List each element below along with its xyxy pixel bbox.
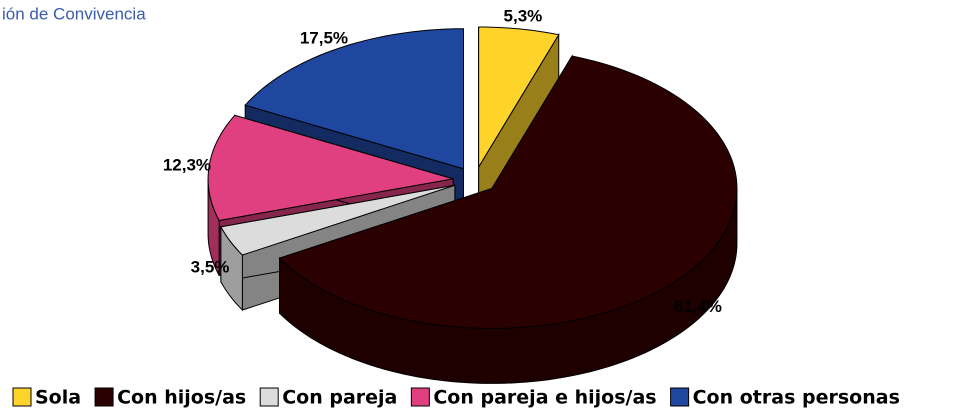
legend-swatch: [670, 387, 690, 407]
data-label: 61,4%: [674, 297, 722, 316]
slice: [220, 184, 455, 256]
legend-swatch: [410, 387, 430, 407]
legend-label: Sola: [35, 387, 81, 409]
slice: [207, 114, 454, 222]
slice: [478, 26, 560, 169]
data-label: 12,3%: [163, 155, 211, 174]
legend-label: Con pareja: [282, 387, 397, 409]
data-label: 3,5%: [191, 258, 230, 277]
legend-label: Con otras personas: [693, 387, 900, 409]
slice: [478, 26, 560, 224]
legend-swatch: [259, 387, 279, 407]
data-label: 17,5%: [300, 29, 348, 48]
legend-label: Con hijos/as: [117, 387, 246, 409]
data-label: 5,3%: [504, 7, 543, 26]
slice: [278, 54, 738, 384]
legend-swatch: [94, 387, 114, 407]
chart-title: ión de Convivencia: [2, 4, 146, 23]
legend-label: Con pareja e hijos/as: [433, 387, 656, 409]
slice: [244, 28, 465, 170]
legend-swatch: [12, 387, 32, 407]
slice: [278, 55, 738, 329]
